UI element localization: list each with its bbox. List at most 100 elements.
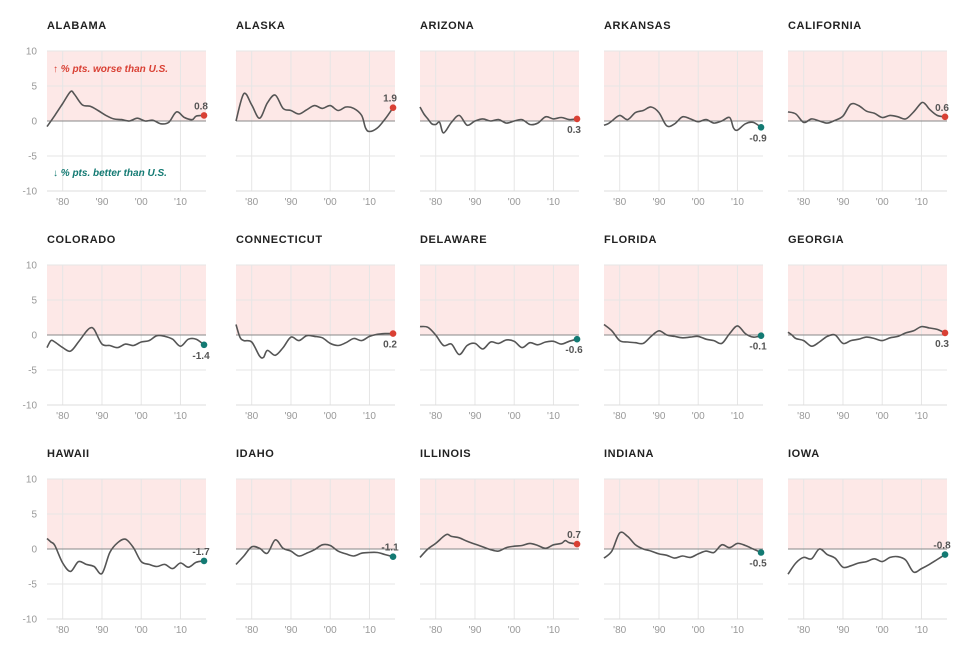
endpoint-label: -0.6 xyxy=(565,345,583,356)
chart-svg: '80 '90 '00 '10 -0.9 xyxy=(603,50,767,208)
endpoint-dot xyxy=(573,115,581,123)
panel-title: CONNECTICUT xyxy=(236,234,323,246)
chart-svg: '80 '90 '00 '10 -0.1 xyxy=(603,264,767,422)
x-tick-label: '10 xyxy=(547,625,560,636)
x-tick-label: '00 xyxy=(324,197,337,208)
x-tick-label: '00 xyxy=(324,625,337,636)
state-panel: IOWA '80 '90 '00 '10 -0.8 xyxy=(741,448,971,658)
series-line xyxy=(603,106,762,132)
panel-title: GEORGIA xyxy=(788,234,845,246)
y-tick-label: 5 xyxy=(31,296,37,307)
x-tick-label: '90 xyxy=(95,197,108,208)
state-panel: CONNECTICUT '80 '90 '00 '10 0.2 xyxy=(189,234,419,444)
x-tick-label: '80 xyxy=(797,625,810,636)
endpoint-label: 0.3 xyxy=(567,125,581,136)
state-panel: FLORIDA '80 '90 '00 '10 -0.1 xyxy=(557,234,787,444)
panel-title: ALABAMA xyxy=(47,20,107,32)
x-tick-label: '90 xyxy=(652,625,665,636)
y-tick-label: -10 xyxy=(23,615,38,626)
endpoint-label: 0.2 xyxy=(383,340,397,351)
y-tick-label: -5 xyxy=(28,152,37,163)
state-panel: HAWAII 10 5 0 -5 -10 '80 '90 '00 '10 -1.7 xyxy=(0,448,230,658)
x-tick-label: '90 xyxy=(284,197,297,208)
x-tick-label: '10 xyxy=(547,197,560,208)
x-tick-label: '00 xyxy=(876,197,889,208)
x-tick-label: '10 xyxy=(915,197,928,208)
x-tick-label: '90 xyxy=(284,625,297,636)
chart-svg: '80 '90 '00 '10 -0.5 xyxy=(603,478,767,636)
x-tick-label: '10 xyxy=(731,197,744,208)
endpoint-dot xyxy=(200,557,208,565)
chart-svg: '80 '90 '00 '10 0.2 xyxy=(235,264,397,422)
panel-title: CALIFORNIA xyxy=(788,20,862,32)
x-tick-label: '90 xyxy=(652,197,665,208)
x-tick-label: '90 xyxy=(836,197,849,208)
endpoint-dot xyxy=(757,124,765,131)
chart-svg: '80 '90 '00 '10 -1.1 xyxy=(235,478,399,636)
x-tick-label: '10 xyxy=(363,197,376,208)
y-tick-label: -10 xyxy=(23,401,38,412)
y-tick-label: -5 xyxy=(28,580,37,591)
x-tick-label: '80 xyxy=(245,411,258,422)
endpoint-label: -1.4 xyxy=(192,351,210,362)
x-tick-label: '90 xyxy=(836,625,849,636)
endpoint-dot xyxy=(200,112,208,119)
state-panel: ALABAMA 10 5 0 -5 -10 '80 '90 '00 '10 0.8 ↑ % pts. … xyxy=(0,20,230,230)
endpoint-dot xyxy=(757,549,765,556)
panel-title: FLORIDA xyxy=(604,234,658,246)
x-tick-label: '90 xyxy=(468,625,481,636)
x-tick-label: '80 xyxy=(56,625,69,636)
chart-svg: '80 '90 '00 '10 -0.8 xyxy=(787,478,951,636)
y-tick-label: 10 xyxy=(26,475,38,486)
x-tick-label: '00 xyxy=(135,625,148,636)
series-line xyxy=(603,323,762,345)
endpoint-label: -0.5 xyxy=(749,559,767,570)
series-line xyxy=(235,92,394,133)
state-panel: IDAHO '80 '90 '00 '10 -1.1 xyxy=(189,448,419,658)
endpoint-label: 0.8 xyxy=(194,101,208,112)
series-line xyxy=(603,531,762,559)
x-tick-label: '00 xyxy=(135,411,148,422)
endpoint-label: -0.1 xyxy=(749,342,767,353)
state-panel: CALIFORNIA '80 '90 '00 '10 0.6 xyxy=(741,20,971,230)
endpoint-label: 0.7 xyxy=(567,530,581,541)
state-panel: DELAWARE '80 '90 '00 '10 -0.6 xyxy=(373,234,603,444)
series-line xyxy=(419,533,578,558)
x-tick-label: '00 xyxy=(876,625,889,636)
x-tick-label: '10 xyxy=(731,411,744,422)
x-tick-label: '80 xyxy=(56,411,69,422)
endpoint-dot xyxy=(757,332,765,339)
endpoint-label: 0.6 xyxy=(935,103,949,114)
endpoint-label: -0.8 xyxy=(933,541,951,552)
legend-worse-label: ↑ % pts. worse than U.S. xyxy=(53,64,168,75)
y-tick-label: 5 xyxy=(31,82,37,93)
y-tick-label: 0 xyxy=(31,545,37,556)
y-tick-label: 0 xyxy=(31,117,37,128)
x-tick-label: '10 xyxy=(363,411,376,422)
x-tick-label: '80 xyxy=(245,197,258,208)
series-line xyxy=(787,325,946,347)
series-line xyxy=(46,90,205,128)
chart-svg: '80 '90 '00 '10 -0.6 xyxy=(419,264,583,422)
panel-title: COLORADO xyxy=(47,234,116,246)
endpoint-label: -1.7 xyxy=(192,547,210,558)
x-tick-label: '10 xyxy=(731,625,744,636)
chart-svg: '80 '90 '00 '10 0.3 xyxy=(419,50,581,208)
endpoint-dot xyxy=(941,329,949,337)
x-tick-label: '00 xyxy=(135,197,148,208)
panel-title: IOWA xyxy=(788,448,820,460)
y-tick-label: -5 xyxy=(28,366,37,377)
state-panel: ALASKA '80 '90 '00 '10 1.9 xyxy=(189,20,419,230)
endpoint-label: -0.9 xyxy=(749,133,767,144)
x-tick-label: '80 xyxy=(613,625,626,636)
endpoint-dot xyxy=(389,330,397,337)
x-tick-label: '80 xyxy=(613,197,626,208)
panel-title: DELAWARE xyxy=(420,234,488,246)
x-tick-label: '10 xyxy=(174,625,187,636)
state-panel: INDIANA '80 '90 '00 '10 -0.5 xyxy=(557,448,787,658)
x-tick-label: '00 xyxy=(508,625,521,636)
state-panel: ARKANSAS '80 '90 '00 '10 -0.9 xyxy=(557,20,787,230)
panel-title: HAWAII xyxy=(47,448,90,460)
x-tick-label: '10 xyxy=(915,625,928,636)
endpoint-label: 0.3 xyxy=(935,339,949,350)
